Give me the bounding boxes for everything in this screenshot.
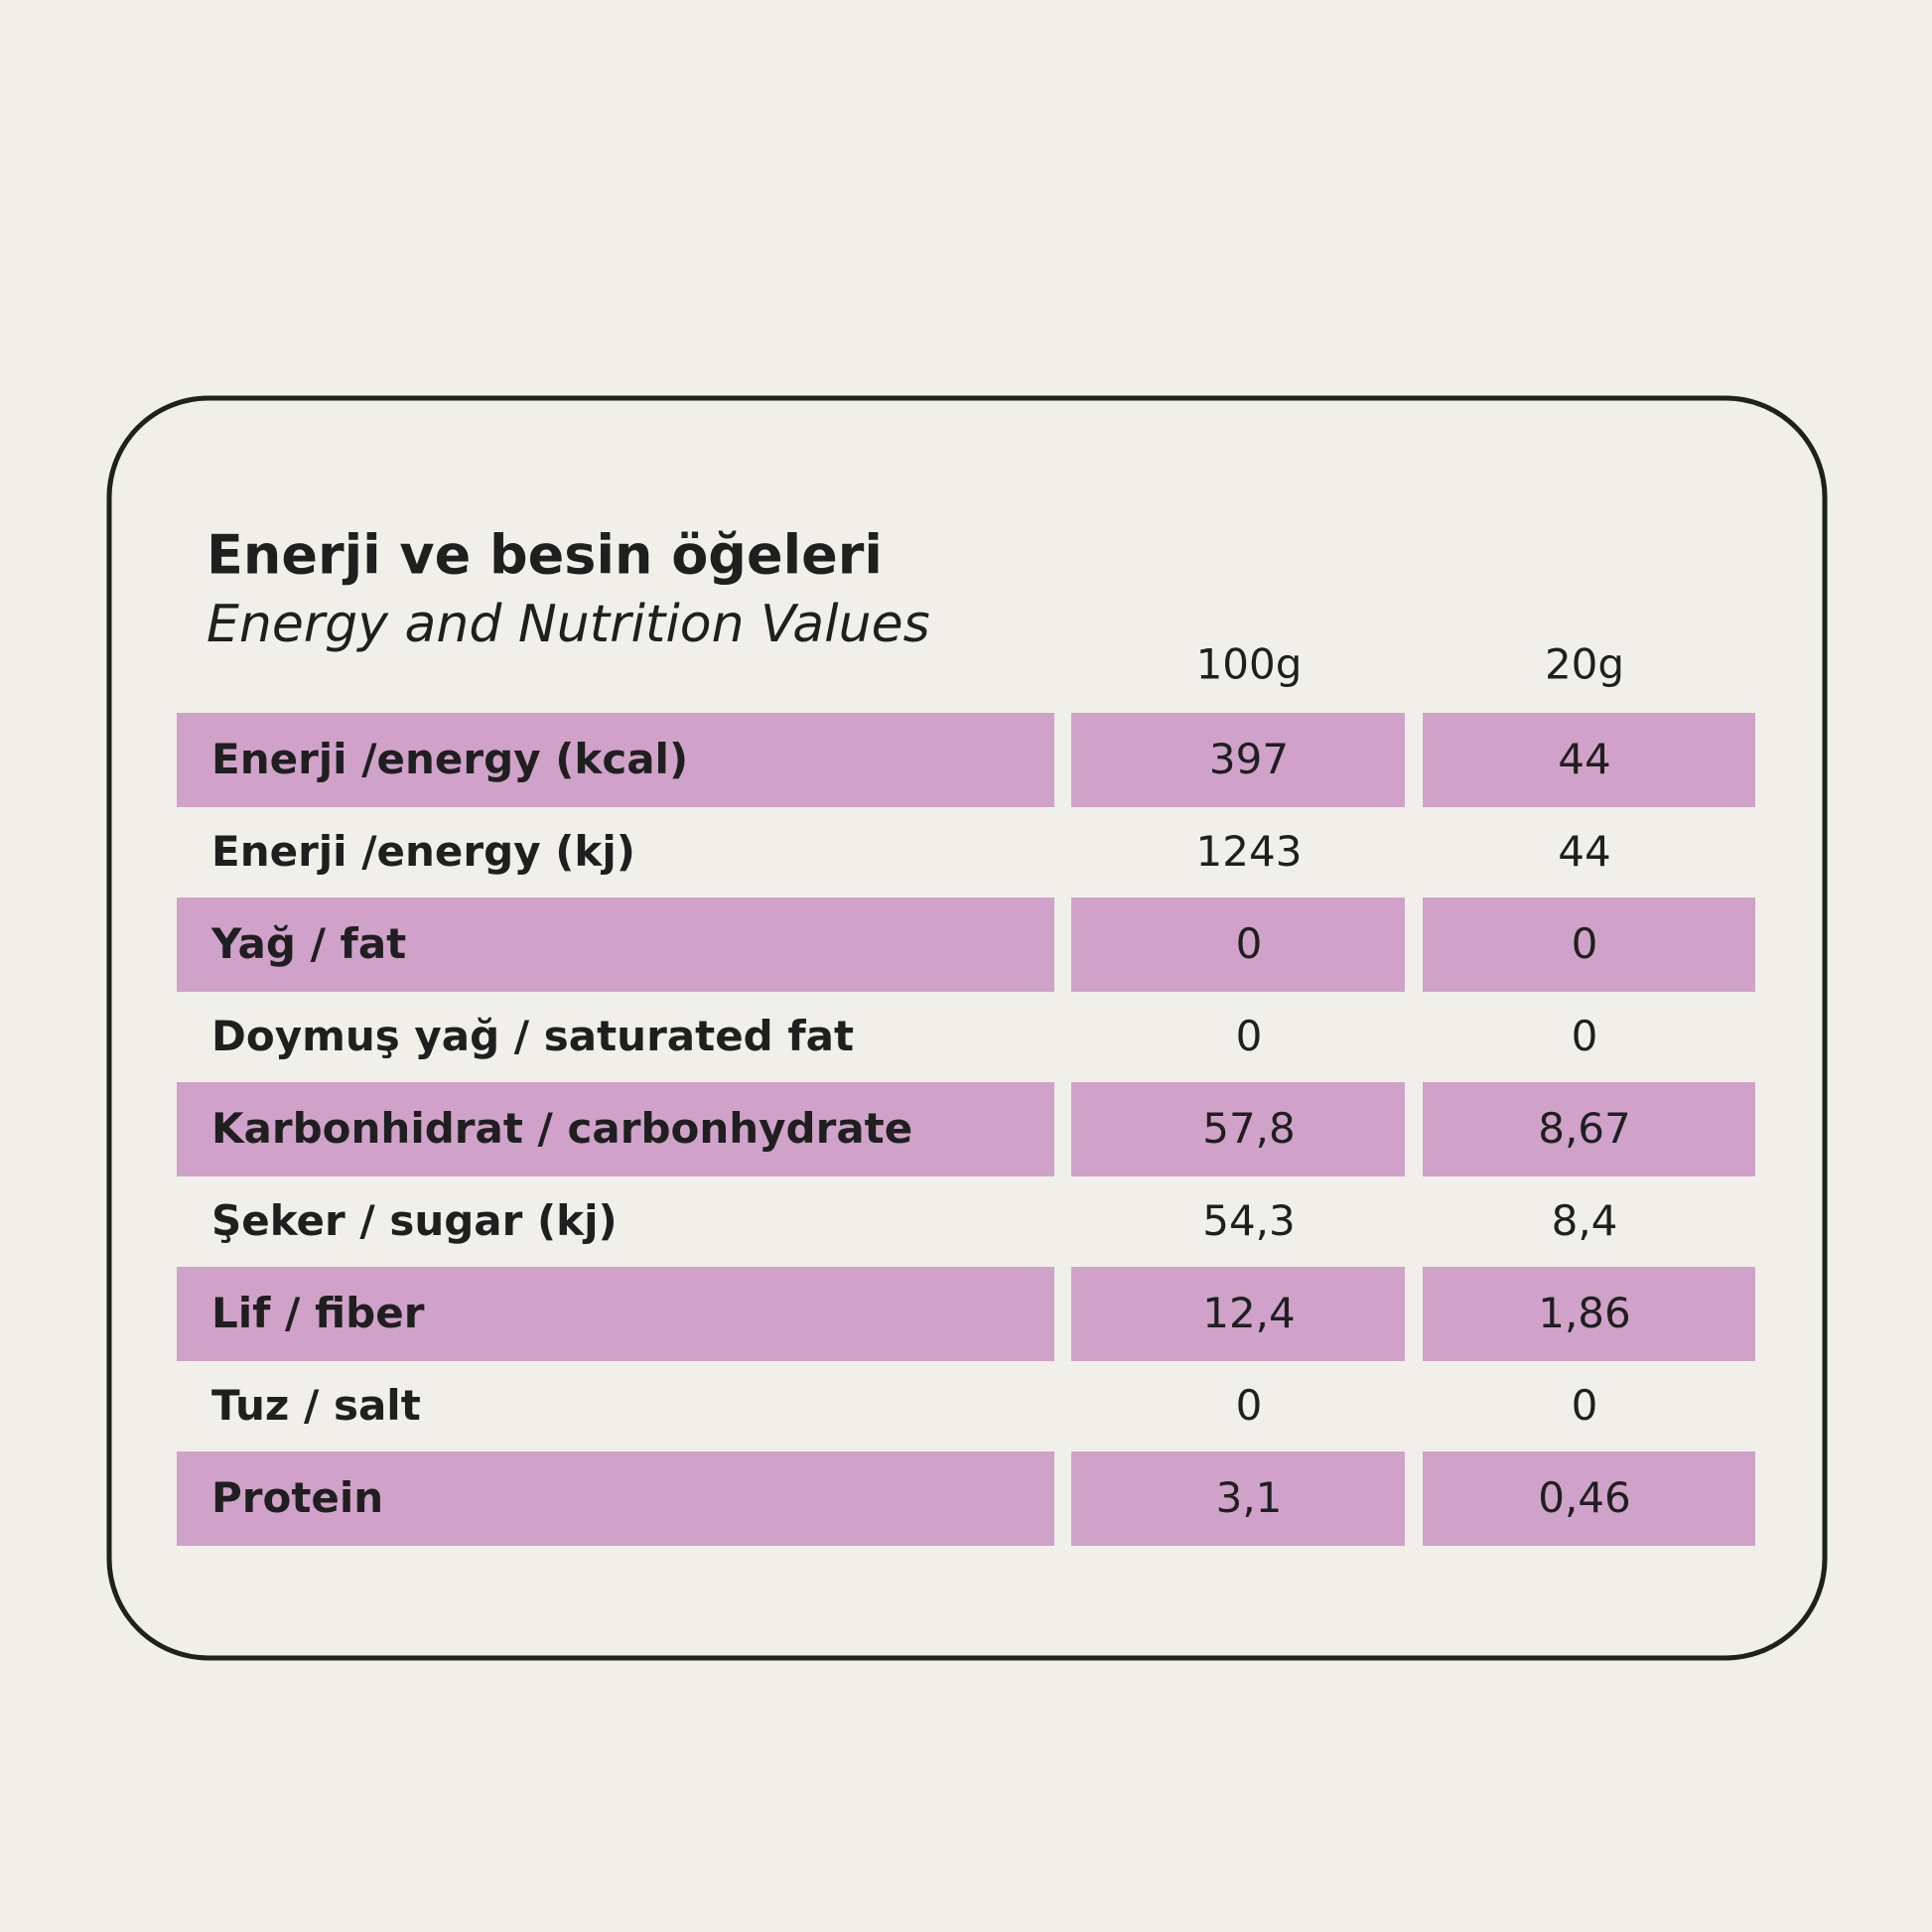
value-100g: 397 <box>1209 735 1289 783</box>
value-20g: 8,67 <box>1538 1104 1631 1153</box>
nutrient-label: Doymuş yağ / saturated fat <box>211 1012 854 1060</box>
row-highlight <box>1071 1451 1405 1546</box>
row-highlight <box>177 1082 1054 1176</box>
row-highlight <box>1423 713 1755 807</box>
value-20g: 1,86 <box>1538 1289 1631 1337</box>
value-100g: 12,4 <box>1202 1289 1296 1337</box>
row-highlight <box>1071 713 1405 807</box>
column-header: 20g <box>1545 640 1624 689</box>
nutrient-label: Protein <box>211 1473 383 1522</box>
nutrient-label: Lif / fiber <box>211 1289 425 1337</box>
nutrient-label: Şeker / sugar (kj) <box>211 1196 618 1245</box>
row-highlight <box>177 1451 1054 1546</box>
column-header: 100g <box>1196 640 1303 689</box>
row-highlight <box>177 897 1054 992</box>
row-highlight <box>1423 897 1755 992</box>
nutrient-label: Yağ / fat <box>210 919 406 968</box>
value-100g: 57,8 <box>1202 1104 1296 1153</box>
value-20g: 0 <box>1572 919 1598 968</box>
nutrient-label: Enerji /energy (kcal) <box>211 735 688 783</box>
nutrient-label: Enerji /energy (kj) <box>211 827 635 876</box>
row-highlight <box>1071 897 1405 992</box>
title: Enerji ve besin öğeleri <box>207 524 883 587</box>
subtitle: Energy and Nutrition Values <box>207 595 930 654</box>
row-highlight <box>1423 1267 1755 1361</box>
value-100g: 54,3 <box>1202 1196 1296 1245</box>
value-20g: 0 <box>1572 1012 1598 1060</box>
row-highlight <box>1423 1082 1755 1176</box>
value-20g: 44 <box>1558 827 1610 876</box>
value-100g: 0 <box>1236 1381 1263 1430</box>
value-20g: 0,46 <box>1538 1473 1631 1522</box>
row-highlight <box>177 1267 1054 1361</box>
row-highlight <box>177 713 1054 807</box>
nutrient-label: Karbonhidrat / carbonhydrate <box>211 1104 912 1153</box>
value-20g: 0 <box>1572 1381 1598 1430</box>
row-highlight <box>1071 1267 1405 1361</box>
value-100g: 0 <box>1236 919 1263 968</box>
row-highlight <box>1071 1082 1405 1176</box>
value-100g: 3,1 <box>1216 1473 1283 1522</box>
value-100g: 1243 <box>1196 827 1303 876</box>
nutrient-label: Tuz / salt <box>211 1381 421 1430</box>
row-highlight <box>1423 1451 1755 1546</box>
value-100g: 0 <box>1236 1012 1263 1060</box>
value-20g: 8,4 <box>1552 1196 1618 1245</box>
value-20g: 44 <box>1558 735 1610 783</box>
